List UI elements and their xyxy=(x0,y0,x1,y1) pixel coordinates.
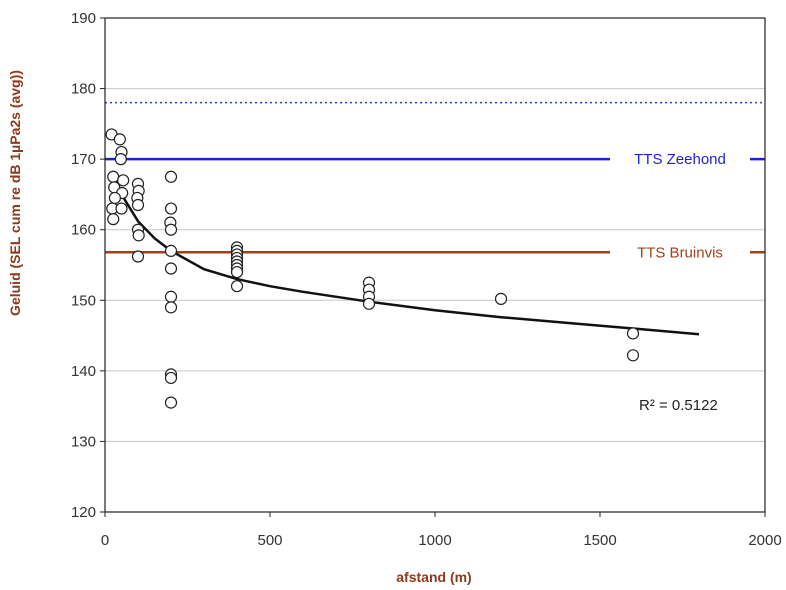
y-tick-label: 140 xyxy=(71,363,96,380)
y-axis-ticks: 120 130 140 150 160 170 180 190 xyxy=(71,10,105,521)
data-point xyxy=(164,223,178,236)
data-point xyxy=(362,297,376,310)
data-point xyxy=(164,170,178,183)
data-points xyxy=(105,128,640,409)
data-point xyxy=(230,265,244,279)
data-point xyxy=(230,280,244,293)
data-point xyxy=(115,202,128,215)
x-axis-ticks: 0 500 1000 1500 2000 xyxy=(101,512,782,549)
reference-line-labels: TTS Zeehond TTS Bruinvis xyxy=(610,148,750,264)
data-point xyxy=(113,133,126,146)
x-tick-label: 1000 xyxy=(418,532,451,549)
data-point xyxy=(132,229,145,242)
y-tick-label: 180 xyxy=(71,81,96,98)
x-tick-label: 0 xyxy=(101,532,109,549)
data-point xyxy=(164,290,178,303)
y-axis-title: Geluid (SEL cum re dB 1µPa2s (avg)) xyxy=(7,70,23,316)
data-point xyxy=(131,250,145,263)
y-tick-label: 130 xyxy=(71,433,96,450)
x-tick-label: 500 xyxy=(257,532,282,549)
y-tick-label: 150 xyxy=(71,292,96,309)
plot-frame xyxy=(104,17,766,513)
y-tick-label: 170 xyxy=(71,151,96,168)
data-point xyxy=(494,292,508,305)
data-point xyxy=(117,174,130,187)
gridlines xyxy=(105,88,765,442)
reference-label-background xyxy=(610,148,750,171)
reference-line-label: TTS Bruinvis xyxy=(637,244,723,261)
data-point xyxy=(131,198,145,212)
r-squared-label: R² = 0.5122 xyxy=(639,397,718,414)
reference-label-background xyxy=(610,241,750,264)
data-point xyxy=(107,213,120,226)
data-point xyxy=(626,327,640,340)
data-point xyxy=(164,202,178,215)
data-point xyxy=(164,262,178,275)
data-point xyxy=(164,301,178,314)
x-tick-label: 1500 xyxy=(583,532,616,549)
data-point xyxy=(626,349,640,362)
y-tick-label: 160 xyxy=(71,222,96,239)
y-tick-label: 120 xyxy=(71,504,96,521)
x-tick-label: 2000 xyxy=(748,532,781,549)
data-point xyxy=(114,153,127,166)
data-point xyxy=(164,371,178,385)
reference-line-label: TTS Zeehond xyxy=(634,151,726,168)
data-point xyxy=(108,191,122,205)
trendline-group xyxy=(110,170,700,336)
data-point xyxy=(164,396,178,409)
x-axis-title: afstand (m) xyxy=(396,569,471,585)
data-point xyxy=(164,244,178,257)
y-tick-label: 190 xyxy=(71,10,96,27)
trendline xyxy=(110,170,700,336)
